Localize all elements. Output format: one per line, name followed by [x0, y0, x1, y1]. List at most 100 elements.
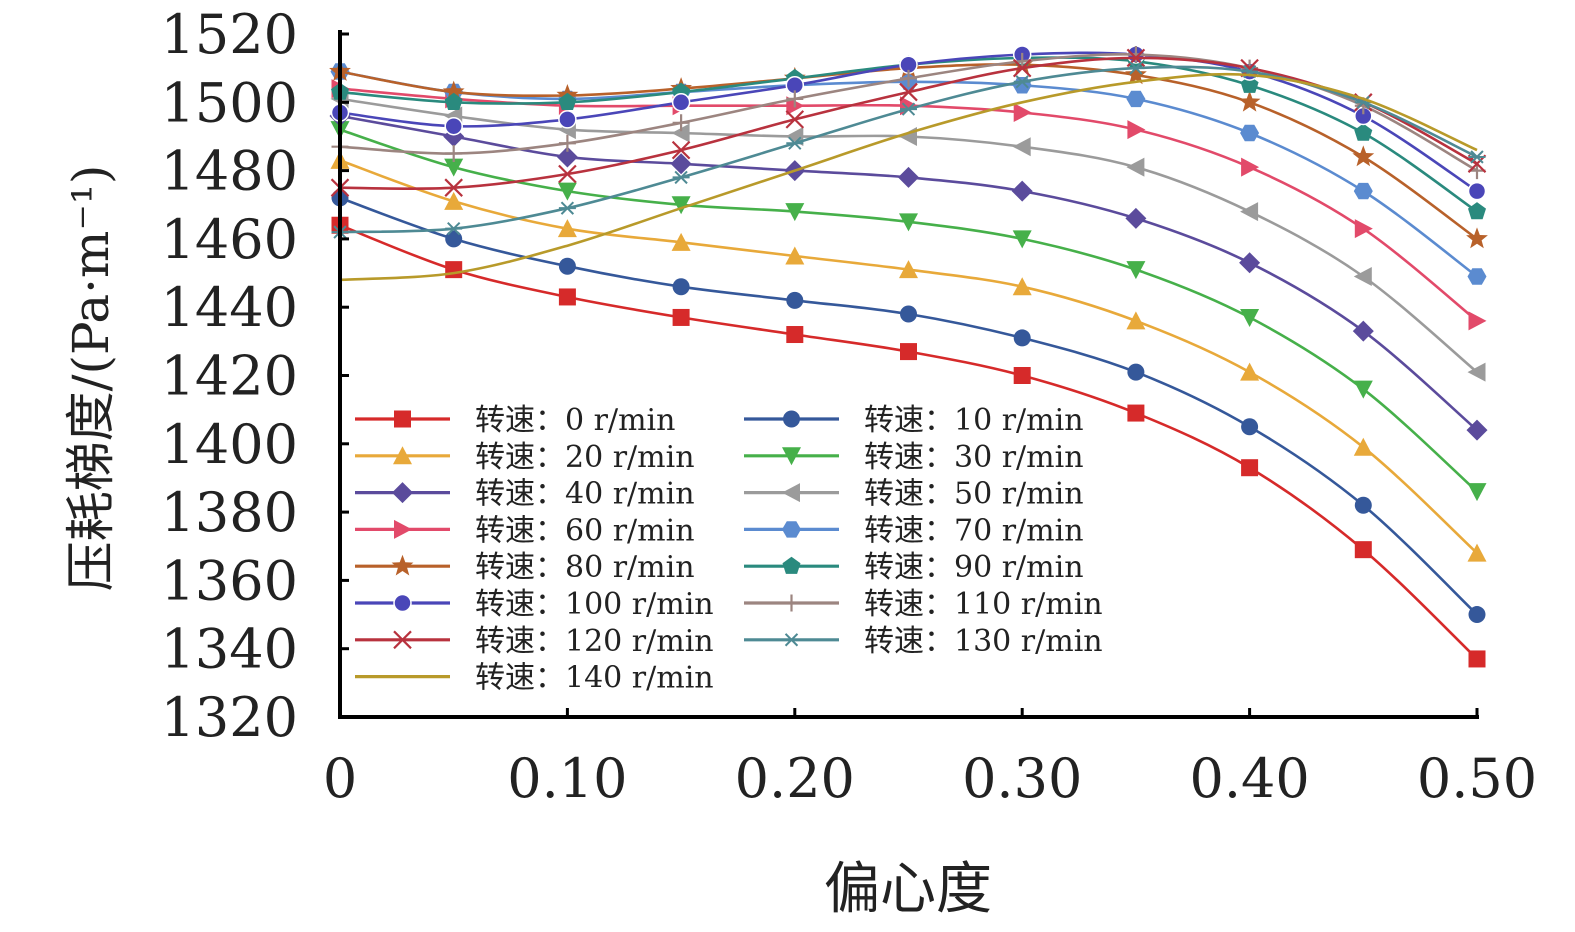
legend-marker — [783, 410, 800, 428]
legend-label: 转速：10 r/min — [864, 403, 1084, 438]
data-point — [672, 170, 690, 185]
series-line — [339, 97, 1478, 374]
data-point — [558, 92, 577, 110]
data-point — [1241, 459, 1259, 477]
data-point — [1468, 150, 1486, 164]
series-1 — [331, 189, 1486, 624]
data-point — [445, 230, 463, 248]
legend-entry-11: 转速：110 r/min — [744, 587, 1103, 622]
data-point — [1126, 157, 1145, 177]
y-tick-label: 1400 — [161, 413, 298, 476]
data-point — [899, 213, 918, 232]
data-point — [1125, 207, 1147, 229]
legend-marker — [391, 554, 414, 576]
data-point — [1467, 543, 1487, 562]
y-tick-label: 1320 — [161, 686, 298, 749]
data-point — [444, 191, 464, 210]
data-point — [558, 201, 576, 215]
data-point — [899, 82, 918, 102]
y-tick-label: 1360 — [161, 549, 298, 612]
data-point — [672, 278, 690, 296]
series-line — [339, 159, 1478, 555]
tick-labels: 1320134013601380140014201440146014801500… — [161, 3, 1538, 810]
legend-entry-10: 转速：100 r/min — [355, 587, 714, 622]
data-point — [1240, 362, 1260, 381]
data-point — [900, 69, 917, 87]
data-point — [1468, 311, 1487, 331]
legend: 转速：0 r/min 转速：10 r/min 转速：20 r/min 转速：30 r/… — [355, 403, 1103, 696]
data-point — [1467, 483, 1487, 502]
data-point — [1012, 230, 1032, 249]
data-point — [558, 288, 576, 306]
data-point — [556, 146, 578, 168]
data-point — [1126, 261, 1146, 280]
data-point — [1013, 367, 1031, 384]
data-point — [1240, 124, 1260, 142]
data-point — [1354, 541, 1372, 559]
data-point — [1127, 45, 1145, 63]
legend-label: 转速：100 r/min — [475, 587, 714, 622]
data-point — [1012, 58, 1032, 78]
legend-label: 转速：50 r/min — [864, 477, 1084, 512]
data-point — [670, 153, 692, 175]
data-point — [1241, 157, 1260, 177]
data-point — [1013, 329, 1031, 347]
legend-label: 转速：90 r/min — [864, 550, 1084, 585]
data-point — [898, 166, 919, 188]
legend-entry-14: 转速：140 r/min — [355, 661, 714, 696]
data-point — [557, 219, 577, 238]
data-point — [672, 114, 690, 132]
legend-entry-1: 转速：10 r/min — [744, 403, 1084, 438]
data-point — [1238, 90, 1261, 112]
data-point — [1466, 419, 1488, 441]
data-point — [445, 145, 463, 163]
data-point — [557, 182, 577, 201]
data-point — [1013, 75, 1031, 89]
data-point — [785, 110, 805, 129]
data-point — [445, 221, 463, 236]
data-point — [1125, 63, 1147, 85]
data-point — [444, 178, 463, 197]
series-layer — [329, 45, 1488, 668]
legend-label: 转速：60 r/min — [475, 513, 695, 548]
data-point — [900, 305, 917, 323]
legend-label: 转速：30 r/min — [864, 440, 1084, 475]
data-point — [558, 110, 577, 129]
legend-entry-0: 转速：0 r/min — [355, 403, 675, 438]
legend-label: 转速：0 r/min — [475, 403, 675, 438]
data-point — [558, 134, 576, 152]
data-point — [671, 196, 691, 215]
data-point — [786, 90, 804, 108]
data-point — [1353, 266, 1372, 286]
legend-marker — [394, 519, 412, 539]
legend-entry-2: 转速：20 r/min — [355, 440, 695, 475]
data-point — [785, 203, 805, 222]
data-point — [1012, 277, 1032, 296]
data-point — [444, 158, 464, 177]
data-point — [1239, 252, 1261, 274]
series-line — [339, 128, 1478, 493]
data-point — [899, 260, 918, 279]
x-tick-label: 0 — [323, 747, 357, 810]
data-point — [444, 116, 463, 136]
legend-label: 转速：130 r/min — [864, 624, 1103, 659]
data-point — [1354, 123, 1373, 141]
legend-marker — [393, 593, 412, 613]
y-tick-label: 1420 — [161, 345, 298, 408]
data-point — [671, 93, 691, 112]
legend-entry-6: 转速：60 r/min — [355, 513, 695, 548]
data-point — [1241, 418, 1259, 436]
legend-marker — [393, 630, 412, 650]
data-point — [900, 343, 917, 361]
data-point — [1354, 496, 1372, 514]
legend-marker — [782, 447, 801, 466]
data-point — [1240, 202, 1259, 222]
legend-label: 转速：140 r/min — [475, 661, 714, 696]
data-point — [1127, 404, 1145, 422]
x-tick-label: 0.30 — [962, 747, 1082, 810]
data-point — [445, 261, 463, 279]
series-line — [339, 196, 1478, 616]
data-point — [1127, 363, 1145, 381]
data-point — [1467, 268, 1487, 285]
series-3 — [330, 121, 1487, 502]
